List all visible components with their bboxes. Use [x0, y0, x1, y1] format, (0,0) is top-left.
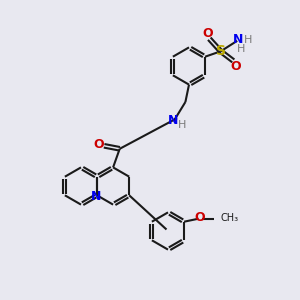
Text: O: O: [93, 138, 104, 151]
Text: N: N: [168, 114, 178, 127]
Text: H: H: [237, 44, 245, 54]
Text: H: H: [244, 35, 252, 45]
Text: O: O: [203, 27, 213, 40]
Text: S: S: [216, 44, 226, 58]
Text: N: N: [232, 33, 243, 46]
Text: CH₃: CH₃: [221, 213, 239, 223]
Text: H: H: [178, 120, 187, 130]
Text: O: O: [194, 211, 205, 224]
Text: N: N: [91, 190, 101, 203]
Text: O: O: [230, 60, 241, 73]
